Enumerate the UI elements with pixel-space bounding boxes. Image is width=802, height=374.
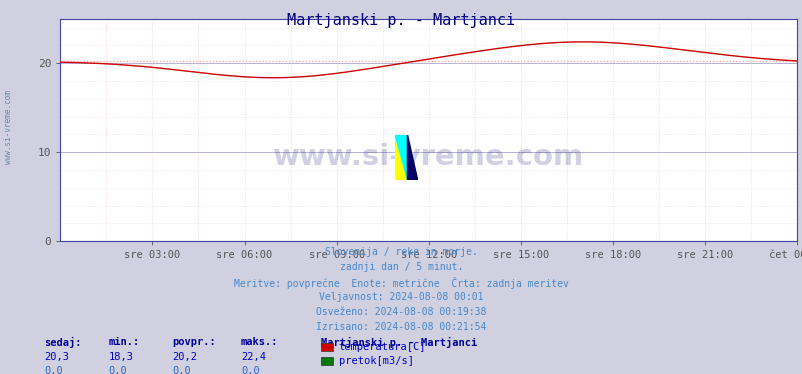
Text: 22,4: 22,4 (241, 352, 265, 362)
Text: zadnji dan / 5 minut.: zadnji dan / 5 minut. (339, 262, 463, 272)
Text: 20,3: 20,3 (44, 352, 69, 362)
Text: povpr.:: povpr.: (172, 337, 216, 347)
Polygon shape (395, 135, 407, 180)
Text: Martjanski p. - Martjanci: Martjanski p. - Martjanci (321, 337, 477, 348)
Text: Martjanski p. - Martjanci: Martjanski p. - Martjanci (287, 13, 515, 28)
Text: 18,3: 18,3 (108, 352, 133, 362)
Text: 0,0: 0,0 (241, 366, 259, 374)
Text: Slovenija / reke in morje.: Slovenija / reke in morje. (325, 247, 477, 257)
Text: Meritve: povprečne  Enote: metrične  Črta: zadnja meritev: Meritve: povprečne Enote: metrične Črta:… (233, 277, 569, 289)
Text: 0,0: 0,0 (108, 366, 127, 374)
Text: Izrisano: 2024-08-08 00:21:54: Izrisano: 2024-08-08 00:21:54 (316, 322, 486, 332)
Polygon shape (407, 135, 417, 180)
Text: Veljavnost: 2024-08-08 00:01: Veljavnost: 2024-08-08 00:01 (319, 292, 483, 302)
Text: min.:: min.: (108, 337, 140, 347)
Polygon shape (395, 135, 407, 180)
Text: www.si-vreme.com: www.si-vreme.com (3, 90, 13, 164)
Text: 0,0: 0,0 (44, 366, 63, 374)
Text: maks.:: maks.: (241, 337, 278, 347)
Text: 0,0: 0,0 (172, 366, 191, 374)
Text: pretok[m3/s]: pretok[m3/s] (338, 356, 413, 366)
Text: www.si-vreme.com: www.si-vreme.com (273, 142, 584, 171)
Text: Osveženo: 2024-08-08 00:19:38: Osveženo: 2024-08-08 00:19:38 (316, 307, 486, 317)
Text: sedaj:: sedaj: (44, 337, 82, 348)
Text: 20,2: 20,2 (172, 352, 197, 362)
Text: temperatura[C]: temperatura[C] (338, 342, 426, 352)
